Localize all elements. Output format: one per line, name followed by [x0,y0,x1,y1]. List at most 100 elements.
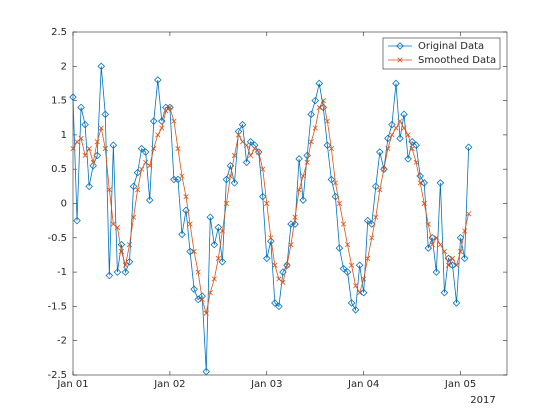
data-point [143,159,149,165]
data-point [145,196,154,204]
data-point [355,261,364,270]
data-point [307,110,315,119]
data-point [113,268,122,276]
data-point [417,180,423,186]
legend-label: Smoothed Data [418,55,496,66]
y-tick-label: 1.5 [51,96,67,107]
data-point [82,152,88,159]
data-point [404,155,412,163]
data-point [413,159,419,165]
data-point [400,110,408,119]
y-tick-label: 0.5 [51,164,67,175]
data-point [202,367,210,376]
data-point [275,302,283,311]
y-tick-label: -2.5 [47,370,67,381]
data-point [295,155,303,163]
data-point [367,220,376,228]
data-point [466,211,472,217]
data-point [90,159,96,165]
data-point [171,118,177,124]
data-point [316,104,322,111]
data-point [328,146,334,152]
data-point [186,247,194,256]
data-point [244,142,250,148]
data-point [238,120,247,129]
y-tick-label: -1.5 [47,301,67,312]
data-point [288,242,294,248]
data-point [323,141,332,149]
data-point [73,216,81,225]
legend-label: Original Data [418,41,484,52]
data-point [167,104,173,111]
y-tick-label: -1 [57,267,67,278]
data-point [340,221,347,227]
data-point [159,125,165,131]
data-point [464,143,473,152]
data-point [166,103,174,112]
data-point [385,146,391,152]
data-point [207,290,213,296]
x-tick-label: Jan 04 [347,379,379,390]
data-point [263,254,271,263]
data-point [121,268,130,276]
data-point [195,269,201,275]
legend-box [382,37,501,70]
data-point [272,262,278,268]
data-point [462,228,468,234]
data-point [327,175,336,184]
data-point [246,137,255,146]
data-point [319,103,328,112]
data-point [448,261,457,270]
data-point [303,151,311,160]
data-point [381,166,387,172]
y-tick-label: 2.5 [51,27,67,38]
data-point [163,108,169,114]
data-point [94,139,100,145]
data-point [291,220,299,228]
data-point [409,146,415,152]
legend-marker [396,42,404,50]
data-point [155,132,161,138]
data-point [117,240,126,249]
data-point [393,125,399,131]
data-point [332,180,339,186]
data-point [137,144,146,153]
data-point [230,179,239,187]
data-point [122,262,129,268]
data-point [344,242,351,248]
data-point [441,248,448,255]
data-point [69,93,77,101]
data-point [260,166,266,172]
x-tick-label: Jan 03 [250,379,282,390]
data-point [292,214,298,220]
data-point [85,182,93,191]
data-point [211,276,217,282]
x-secondary-label: 2017 [470,395,495,406]
data-point [284,262,290,268]
data-point [149,117,158,125]
y-tick-label: -0.5 [47,233,67,244]
data-point [70,146,76,152]
data-point [110,221,116,227]
data-point [304,159,310,165]
data-point [312,125,318,131]
data-point [436,179,445,187]
data-point [139,166,145,172]
data-point [215,255,221,261]
data-point [97,62,106,71]
data-point [428,234,437,242]
data-point [102,146,108,152]
data-point [420,179,429,187]
data-point [183,194,189,200]
data-point [126,242,133,248]
data-point [336,200,343,207]
data-point [190,285,198,294]
data-point [227,173,234,179]
data-point [359,288,368,297]
data-point [114,224,120,231]
data-point [456,234,465,242]
data-point [264,200,270,207]
data-point [252,146,258,152]
data-point [141,148,150,156]
data-point [248,152,254,159]
